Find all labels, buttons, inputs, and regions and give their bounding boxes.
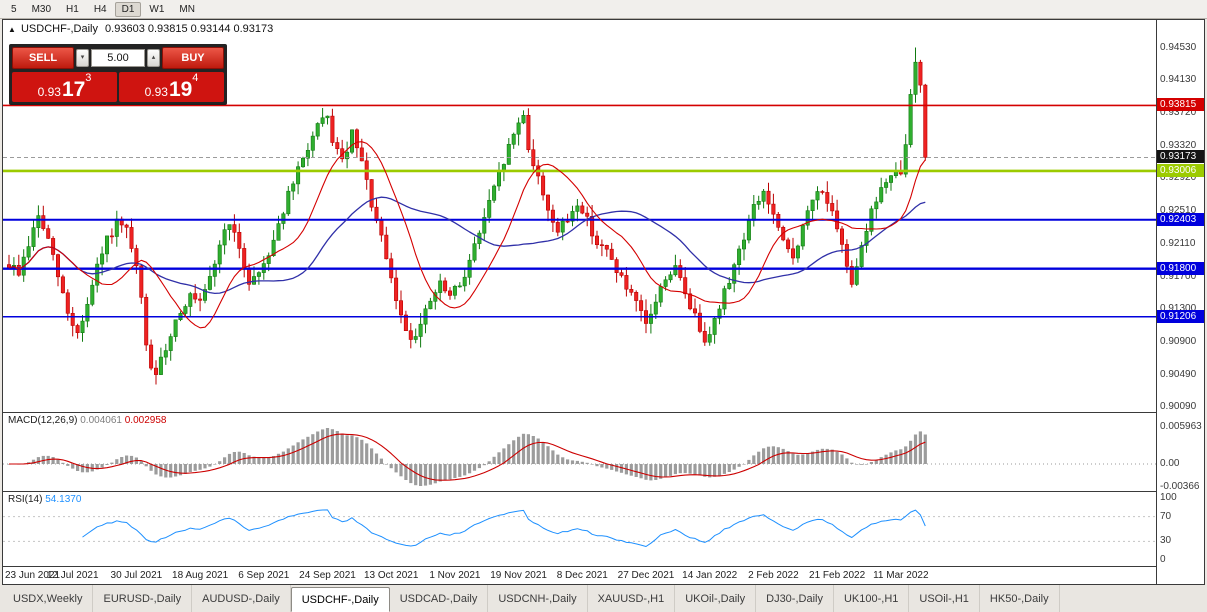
rsi-axis-label: 70 xyxy=(1160,510,1172,522)
buy-price[interactable]: 0.93 19 4 xyxy=(119,72,224,102)
price-marker-label: 0.91206 xyxy=(1157,309,1204,323)
date-label: 30 Jul 2021 xyxy=(110,570,163,581)
buy-price-prefix: 0.93 xyxy=(144,85,168,99)
rsi-axis-label: 30 xyxy=(1160,535,1172,547)
macd-chart xyxy=(3,428,1157,486)
macd-axis-label: 0.005963 xyxy=(1160,421,1202,432)
price-tick-label: 0.94130 xyxy=(1160,73,1197,85)
price-marker-label: 0.93173 xyxy=(1157,150,1204,164)
rsi-value: 54.1370 xyxy=(45,494,82,505)
date-axis: 23 Jun 2021 12 Jul 2021 30 Jul 2021 18 Aug … xyxy=(3,567,1204,584)
rsi-chart xyxy=(3,509,1157,547)
sell-price[interactable]: 0.93 17 3 xyxy=(12,72,117,102)
timeframe-button-d1[interactable]: D1 xyxy=(114,1,142,17)
timeframe-button-h1[interactable]: H1 xyxy=(66,3,79,15)
chart-tab-eurusd-daily[interactable]: EURUSD-,Daily xyxy=(93,585,193,612)
date-label: 11 Mar 2022 xyxy=(873,570,929,581)
date-label: 24 Sep 2021 xyxy=(299,570,356,581)
sell-price-prefix: 0.93 xyxy=(37,85,61,99)
price-tick-label: 0.90900 xyxy=(1160,335,1197,347)
rsi-axis-label: 0 xyxy=(1160,554,1166,565)
timeframe-button-mn[interactable]: MN xyxy=(179,3,195,15)
chart-header: ▲ USDCHF-,Daily 0.93603 0.93815 0.93144 … xyxy=(8,23,273,35)
sell-button[interactable]: SELL xyxy=(12,47,74,69)
price-pane[interactable]: ▲ USDCHF-,Daily 0.93603 0.93815 0.93144 … xyxy=(3,20,1204,413)
price-tick-label: 0.92920 xyxy=(1160,171,1197,183)
volume-spin-down[interactable]: ▾ xyxy=(76,49,89,67)
date-label: 19 Nov 2021 xyxy=(490,570,547,581)
date-label: 21 Feb 2022 xyxy=(809,570,866,581)
date-label: 23 Jun 2021 xyxy=(5,570,61,581)
price-marker-label: 0.91800 xyxy=(1157,261,1204,275)
collapse-arrow-icon[interactable]: ▲ xyxy=(8,25,16,34)
price-tick-label: 0.90490 xyxy=(1160,368,1197,380)
chart-tab-audusd-daily[interactable]: AUDUSD-,Daily xyxy=(192,585,291,612)
price-tick-label: 0.91700 xyxy=(1160,270,1197,282)
timeframe-button-5[interactable]: 5 xyxy=(11,3,17,15)
date-label: 18 Aug 2021 xyxy=(172,570,229,581)
chart-tab-usdchf-daily[interactable]: USDCHF-,Daily xyxy=(290,587,390,612)
sell-price-point: 3 xyxy=(85,72,92,84)
chart-tab-dj30-daily[interactable]: DJ30-,Daily xyxy=(756,585,834,612)
volume-input[interactable] xyxy=(91,49,145,67)
timeframe-button-w1[interactable]: W1 xyxy=(149,3,165,15)
price-marker-label: 0.92403 xyxy=(1157,212,1204,226)
chart-tab-usdx-weekly[interactable]: USDX,Weekly xyxy=(3,585,94,612)
macd-indicator-label: MACD(12,26,9) 0.004061 0.002958 xyxy=(8,415,166,426)
buy-price-pips: 19 xyxy=(168,78,193,101)
chart-tab-hk50-daily[interactable]: HK50-,Daily xyxy=(980,585,1060,612)
date-label: 14 Jan 2022 xyxy=(682,570,738,581)
chart-tab-usdcad-daily[interactable]: USDCAD-,Daily xyxy=(390,585,489,612)
macd-pane: MACD(12,26,9) 0.004061 0.002958 xyxy=(3,413,1204,492)
rsi-axis-label: 100 xyxy=(1160,492,1177,503)
price-tick-label: 0.93320 xyxy=(1160,139,1197,151)
symbol-title: USDCHF-,Daily xyxy=(20,23,98,35)
timeframe-button-h4[interactable]: H4 xyxy=(93,3,107,15)
date-label: 8 Dec 2021 xyxy=(556,570,608,581)
chart-tab-usoil-h1[interactable]: USOil-,H1 xyxy=(909,585,980,612)
macd-name: MACD(12,26,9) xyxy=(8,415,78,426)
rsi-pane: RSI(14) 54.1370 xyxy=(3,492,1204,567)
price-marker-label: 0.93006 xyxy=(1157,163,1204,177)
buy-price-point: 4 xyxy=(192,72,199,84)
ohlc-values: 0.93603 0.93815 0.93144 0.93173 xyxy=(105,23,274,35)
price-marker-label: 0.93815 xyxy=(1157,98,1204,112)
price-axis[interactable]: 0.94530 0.94130 0.93720 0.93320 0.92920 0.925… xyxy=(1156,20,1204,584)
price-tick-label: 0.90090 xyxy=(1160,401,1197,413)
rsi-indicator-label: RSI(14) 54.1370 xyxy=(8,494,81,505)
price-tick-label: 0.92510 xyxy=(1160,205,1197,217)
timeframe-button-m30[interactable]: M30 xyxy=(31,3,52,15)
macd-main-value: 0.004061 xyxy=(80,415,122,426)
date-label: 1 Nov 2021 xyxy=(429,570,481,581)
macd-axis-label: 0.00 xyxy=(1160,458,1180,469)
candlestick-chart[interactable] xyxy=(3,20,1157,412)
sell-price-pips: 17 xyxy=(61,78,86,101)
chart-tab-ukoil-daily[interactable]: UKOil-,Daily xyxy=(675,585,757,612)
macd-signal-value: 0.002958 xyxy=(124,415,167,426)
price-tick-label: 0.91300 xyxy=(1160,303,1197,315)
timeframe-toolbar: 5 M30 H1 H4 D1 W1 MN xyxy=(0,0,1207,19)
date-label: 12 Jul 2021 xyxy=(46,570,99,581)
macd-axis-label: -0.00366 xyxy=(1160,481,1200,492)
date-label: 13 Oct 2021 xyxy=(363,570,419,581)
date-label: 27 Dec 2021 xyxy=(617,570,675,581)
price-tick-label: 0.94530 xyxy=(1160,41,1197,53)
date-label: 2 Feb 2022 xyxy=(748,570,799,581)
volume-spin-up[interactable]: ▴ xyxy=(147,49,160,67)
date-label: 6 Sep 2021 xyxy=(238,570,290,581)
buy-button[interactable]: BUY xyxy=(162,47,224,69)
price-tick-label: 0.92110 xyxy=(1160,237,1196,249)
chart-tab-xauusd-h1[interactable]: XAUUSD-,H1 xyxy=(588,585,676,612)
chart-tabs-bar: USDX,Weekly EURUSD-,Daily AUDUSD-,Daily USD… xyxy=(0,585,1207,612)
chart-tab-uk100-h1[interactable]: UK100-,H1 xyxy=(834,585,910,612)
price-tick-label: 0.93720 xyxy=(1160,107,1197,119)
chart-tab-usdcnh-daily[interactable]: USDCNH-,Daily xyxy=(488,585,588,612)
rsi-name: RSI(14) xyxy=(8,494,43,505)
chart-window[interactable]: ▲ USDCHF-,Daily 0.93603 0.93815 0.93144 … xyxy=(2,19,1205,585)
